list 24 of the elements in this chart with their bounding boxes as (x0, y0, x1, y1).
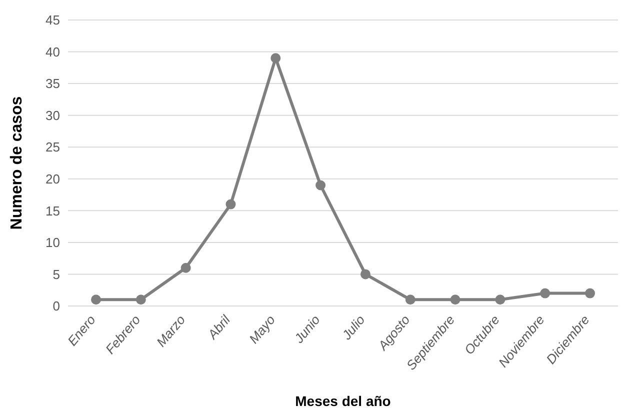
y-axis-title: Numero de casos (8, 96, 26, 230)
y-tick-label: 25 (46, 140, 60, 155)
y-tick-label: 30 (46, 108, 60, 123)
y-tick-label: 5 (52, 266, 60, 282)
point (180, 262, 191, 273)
point (450, 294, 460, 305)
point (226, 199, 236, 210)
point (316, 180, 326, 190)
y-tick-label: 0 (52, 298, 60, 314)
y-tick-label: 45 (46, 12, 60, 28)
point (136, 294, 146, 305)
point (91, 294, 101, 305)
point (270, 53, 281, 64)
x-axis-title: Meses del año (295, 393, 391, 409)
y-tick-label: 20 (46, 172, 60, 187)
point (540, 288, 550, 298)
point (495, 294, 506, 305)
point (360, 269, 370, 280)
y-tick-label: 35 (46, 76, 60, 92)
y-tick-label: 40 (46, 44, 60, 60)
y-tick-label: 15 (46, 203, 60, 218)
point (405, 294, 416, 305)
point (585, 288, 595, 298)
y-tick-label: 10 (46, 235, 60, 250)
